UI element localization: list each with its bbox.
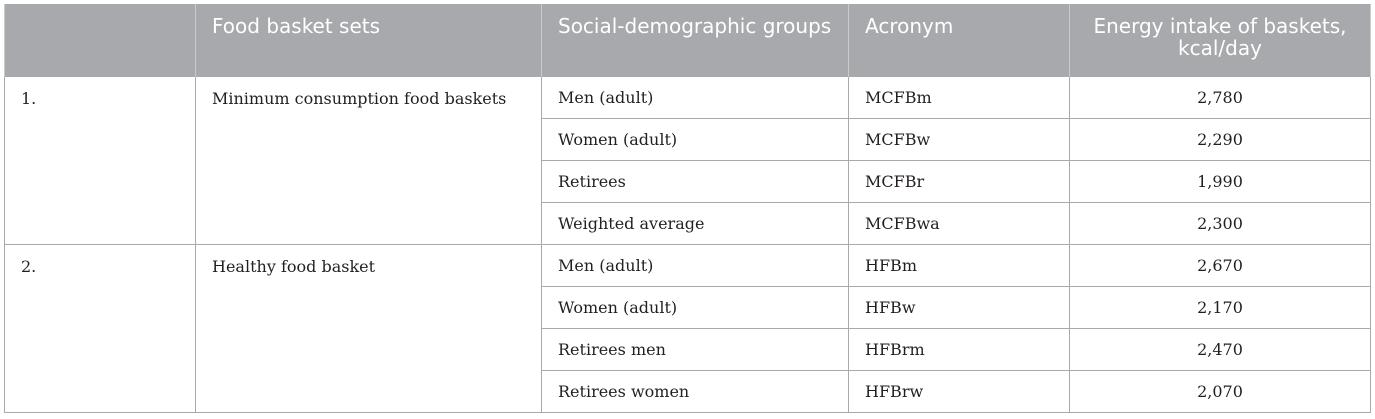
social-group: Men (adult) [541,244,849,287]
table-row: Retirees men HFBrm 2,470 [5,328,1371,371]
table-row: 2. Healthy food basket Men (adult) HFBm … [4,244,1371,413]
energy-intake: 2,290 [1069,118,1371,161]
food-basket-table: Food basket sets Social-demographic grou… [4,4,1371,413]
header-acronym: Acronym [848,4,1070,77]
group-number: 2. [4,244,196,413]
acronym: HFBrw [848,370,1070,413]
social-group: Weighted average [541,202,849,245]
social-group: Men (adult) [541,76,849,119]
energy-intake: 2,470 [1069,328,1371,371]
social-group: Retirees women [541,370,849,413]
acronym: HFBm [848,244,1070,287]
table-row: Retirees women HFBrw 2,070 [5,370,1371,413]
energy-intake: 2,170 [1069,286,1371,329]
food-basket-set: Healthy food basket [195,244,542,413]
table-row: Retirees MCFBr 1,990 [5,160,1371,203]
acronym: MCFBr [848,160,1070,203]
header-index [4,4,196,77]
acronym: MCFBwa [848,202,1070,245]
social-group: Women (adult) [541,286,849,329]
social-group: Women (adult) [541,118,849,161]
header-row: Food basket sets Social-demographic grou… [4,4,1371,77]
energy-intake: 2,670 [1069,244,1371,287]
header-energy-intake: Energy intake of baskets, kcal/day [1069,4,1371,77]
table-header: Food basket sets Social-demographic grou… [4,4,1371,77]
social-group: Retirees [541,160,849,203]
table-row: Women (adult) MCFBw 2,290 [5,118,1371,161]
energy-intake: 2,300 [1069,202,1371,245]
header-social-demographic-groups: Social-demographic groups [541,4,849,77]
acronym: HFBrm [848,328,1070,371]
energy-intake: 1,990 [1069,160,1371,203]
food-basket-set: Minimum consumption food baskets [195,76,542,245]
header-food-basket-sets: Food basket sets [195,4,542,77]
social-group: Retirees men [541,328,849,371]
acronym: HFBw [848,286,1070,329]
acronym: MCFBm [848,76,1070,119]
acronym: MCFBw [848,118,1070,161]
table-body: 1. Minimum consumption food baskets Men … [4,76,1371,413]
energy-intake: 2,070 [1069,370,1371,413]
table-row: Women (adult) HFBw 2,170 [5,286,1371,329]
energy-intake: 2,780 [1069,76,1371,119]
food-basket-table-container: Food basket sets Social-demographic grou… [4,4,1371,413]
group-number: 1. [4,76,196,245]
table-row: 1. Minimum consumption food baskets Men … [4,76,1371,245]
table-row: Weighted average MCFBwa 2,300 [5,202,1371,245]
